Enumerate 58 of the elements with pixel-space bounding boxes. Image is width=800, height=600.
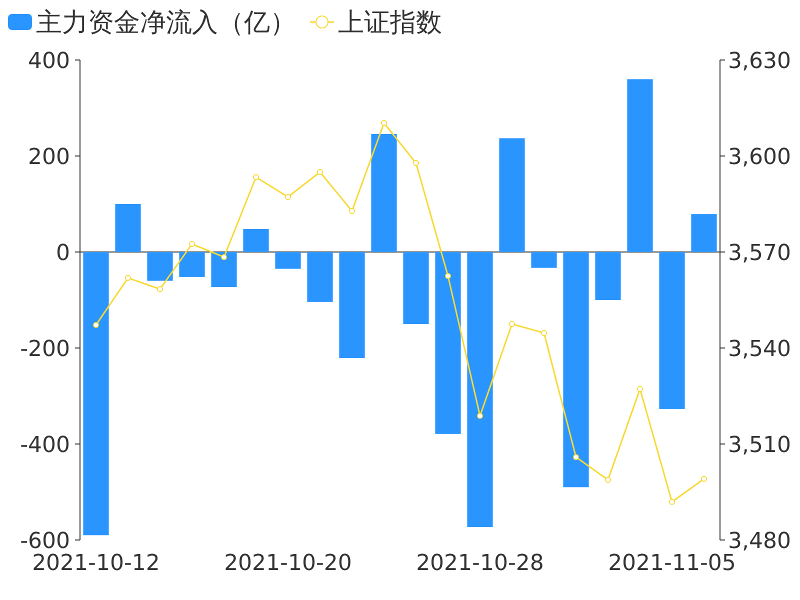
y2-tick-label: 3,630	[728, 49, 791, 74]
point	[349, 208, 355, 214]
bar	[179, 252, 205, 277]
y-tick-label: 400	[28, 49, 70, 74]
y-tick-label: -600	[20, 529, 70, 554]
bar	[211, 252, 237, 288]
point	[701, 476, 707, 482]
bar	[115, 204, 141, 252]
bar	[563, 252, 589, 488]
point	[93, 322, 99, 328]
bar	[659, 252, 685, 409]
point	[637, 386, 643, 392]
point	[669, 498, 675, 505]
y2-tick-label: 3,540	[728, 337, 791, 362]
point	[445, 273, 451, 279]
bar	[627, 79, 653, 252]
legend-label: 主力资金净流入（亿）	[36, 8, 296, 38]
point	[285, 194, 291, 200]
bar	[435, 252, 461, 434]
y-tick-label: 200	[28, 145, 70, 170]
bar	[371, 134, 397, 252]
bar	[307, 252, 333, 302]
bar	[275, 252, 301, 269]
bar	[339, 252, 365, 358]
y2-tick-label: 3,570	[728, 241, 791, 266]
bar	[467, 252, 493, 528]
point	[221, 254, 227, 260]
y-tick-label: 0	[56, 241, 70, 266]
y2-tick-label: 3,600	[728, 145, 791, 170]
bar	[531, 252, 557, 268]
bar	[499, 138, 525, 252]
bar	[147, 252, 173, 281]
y-tick-label: -200	[20, 337, 70, 362]
y2-tick-label: 3,510	[728, 433, 791, 458]
point	[509, 321, 515, 327]
point	[605, 476, 611, 483]
bar	[691, 214, 717, 252]
x-tick-label: 2021-10-28	[416, 551, 544, 576]
point	[477, 412, 483, 419]
x-tick-label: 2021-10-20	[224, 551, 352, 576]
point	[317, 169, 323, 175]
point	[253, 174, 259, 180]
point	[157, 286, 163, 292]
x-tick-label: 2021-10-12	[32, 551, 160, 576]
point	[125, 274, 131, 281]
point	[541, 330, 547, 336]
x-tick-label: 2021-11-05	[608, 551, 736, 576]
bar	[83, 252, 109, 536]
legend-label: 上证指数	[338, 8, 442, 38]
bar	[243, 228, 269, 252]
bar	[403, 252, 429, 324]
y-tick-label: -400	[20, 433, 70, 458]
point	[189, 241, 195, 247]
point	[573, 454, 579, 460]
bar	[595, 252, 621, 300]
y2-tick-label: 3,480	[728, 529, 791, 554]
point	[413, 160, 419, 166]
point	[381, 120, 387, 126]
